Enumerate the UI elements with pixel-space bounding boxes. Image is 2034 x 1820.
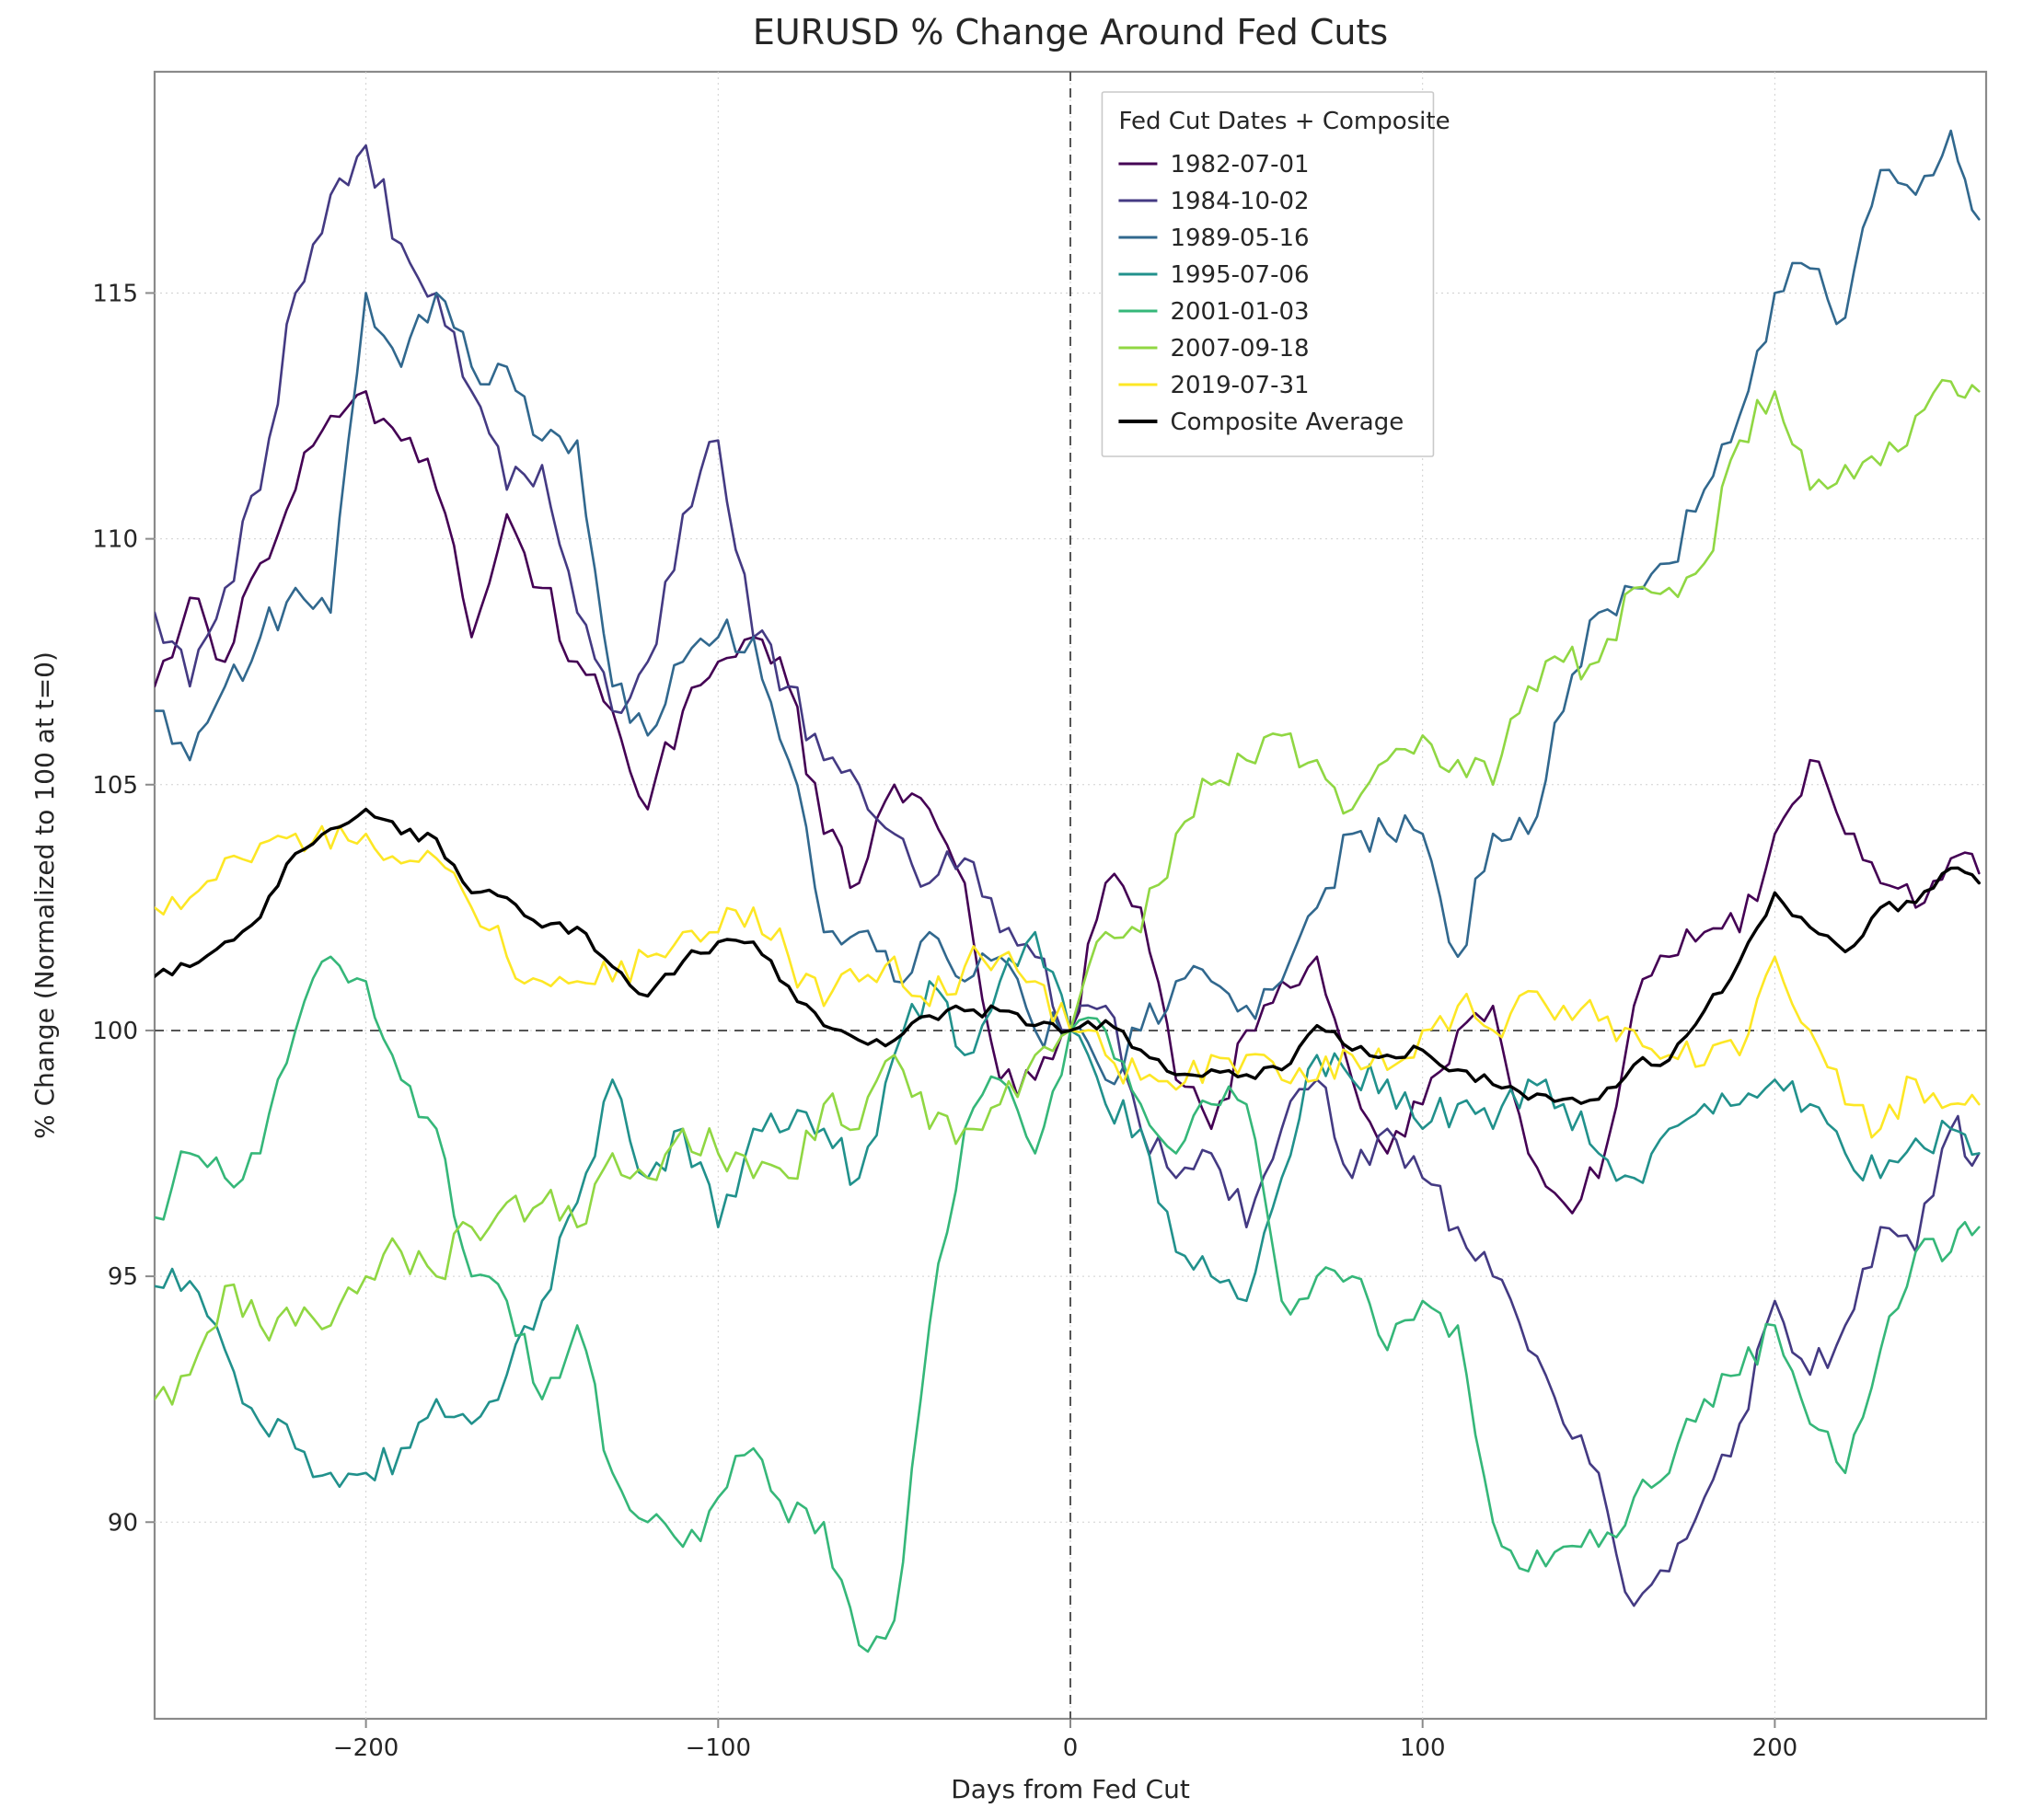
x-axis-label: Days from Fed Cut: [951, 1774, 1190, 1804]
legend: Fed Cut Dates + Composite 1982-07-01 1984-…: [1102, 92, 1450, 456]
xtick-label: 200: [1752, 1734, 1798, 1762]
legend-item-label: 1995-07-06: [1170, 261, 1309, 289]
legend-item-label: 2019-07-31: [1170, 372, 1309, 399]
chart-container: −200 −100 0 100 200 90 95 100 105 110 115 Days from…: [0, 0, 2034, 1820]
ytick-label: 95: [108, 1263, 138, 1291]
xtick-label: −100: [686, 1734, 751, 1762]
ytick-label: 90: [108, 1509, 138, 1537]
legend-item-label: 1989-05-16: [1170, 225, 1309, 252]
y-axis-label: % Change (Normalized to 100 at t=0): [29, 651, 60, 1139]
xtick-label: −200: [333, 1734, 399, 1762]
ytick-label: 105: [92, 772, 138, 800]
ytick-label: 115: [92, 280, 138, 307]
legend-item-label: 1984-10-02: [1170, 188, 1309, 215]
chart-title: EURUSD % Change Around Fed Cuts: [753, 12, 1388, 52]
ytick-label: 100: [92, 1018, 138, 1045]
xtick-label: 0: [1063, 1734, 1079, 1762]
legend-title: Fed Cut Dates + Composite: [1118, 108, 1450, 135]
legend-item-label: 1982-07-01: [1170, 151, 1309, 179]
ytick-label: 110: [92, 526, 138, 554]
legend-item-label: 2001-01-03: [1170, 298, 1309, 326]
xtick-label: 100: [1400, 1734, 1446, 1762]
legend-item-label: 2007-09-18: [1170, 335, 1309, 363]
chart-svg: −200 −100 0 100 200 90 95 100 105 110 115 Days from…: [0, 0, 2034, 1820]
legend-item-label: Composite Average: [1170, 409, 1404, 436]
